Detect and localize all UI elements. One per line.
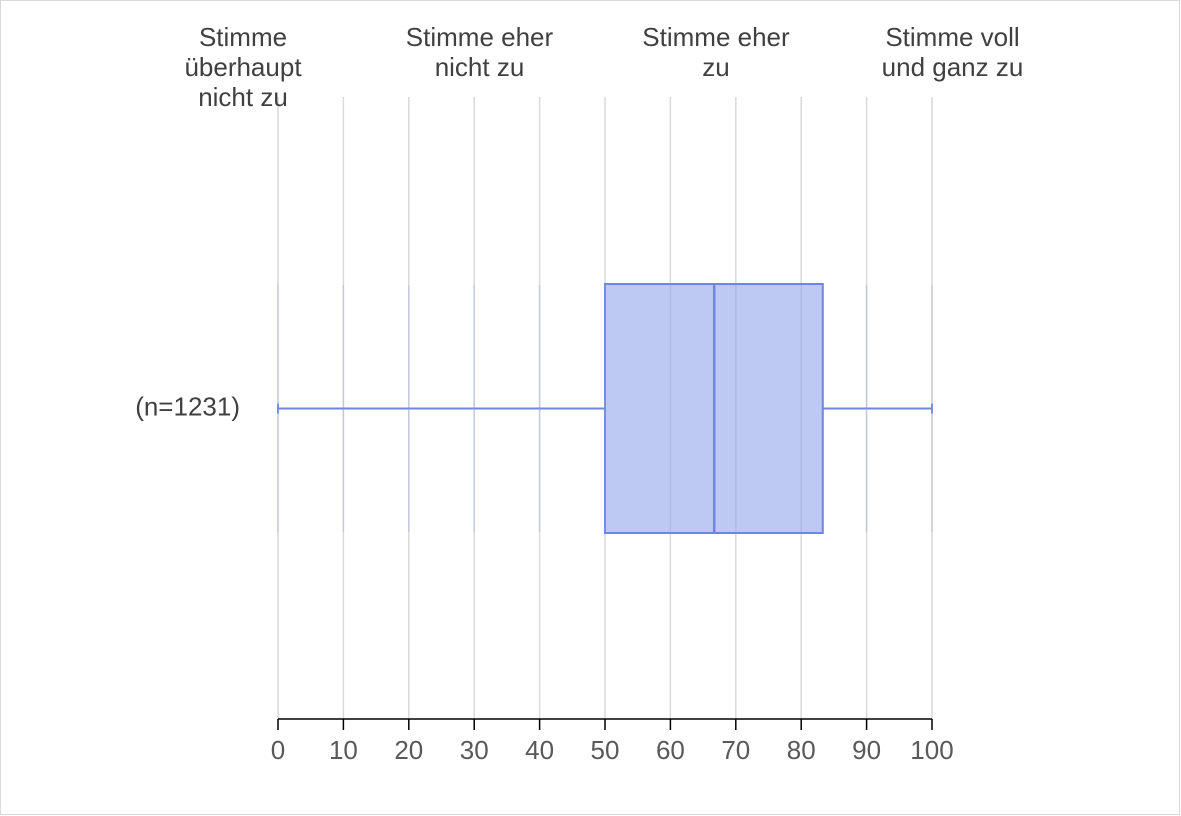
scale-label: Stimme eher nicht zu [405, 22, 554, 82]
x-tick-label: 80 [787, 735, 816, 765]
x-tick-label: 40 [525, 735, 554, 765]
x-tick-label: 60 [656, 735, 685, 765]
x-tick-label: 20 [394, 735, 423, 765]
scale-label: Stimme eher zu [642, 22, 790, 82]
category-label: (n=1231) [135, 391, 240, 421]
x-tick-label: 0 [271, 735, 285, 765]
scale-label: Stimme überhaupt nicht zu [184, 22, 302, 112]
x-tick-label: 90 [852, 735, 881, 765]
x-tick-label: 100 [910, 735, 953, 765]
x-tick-label: 30 [460, 735, 489, 765]
x-tick-label: 50 [591, 735, 620, 765]
scale-label: Stimme voll und ganz zu [881, 22, 1024, 82]
x-tick-label: 10 [329, 735, 358, 765]
x-tick-label: 70 [721, 735, 750, 765]
